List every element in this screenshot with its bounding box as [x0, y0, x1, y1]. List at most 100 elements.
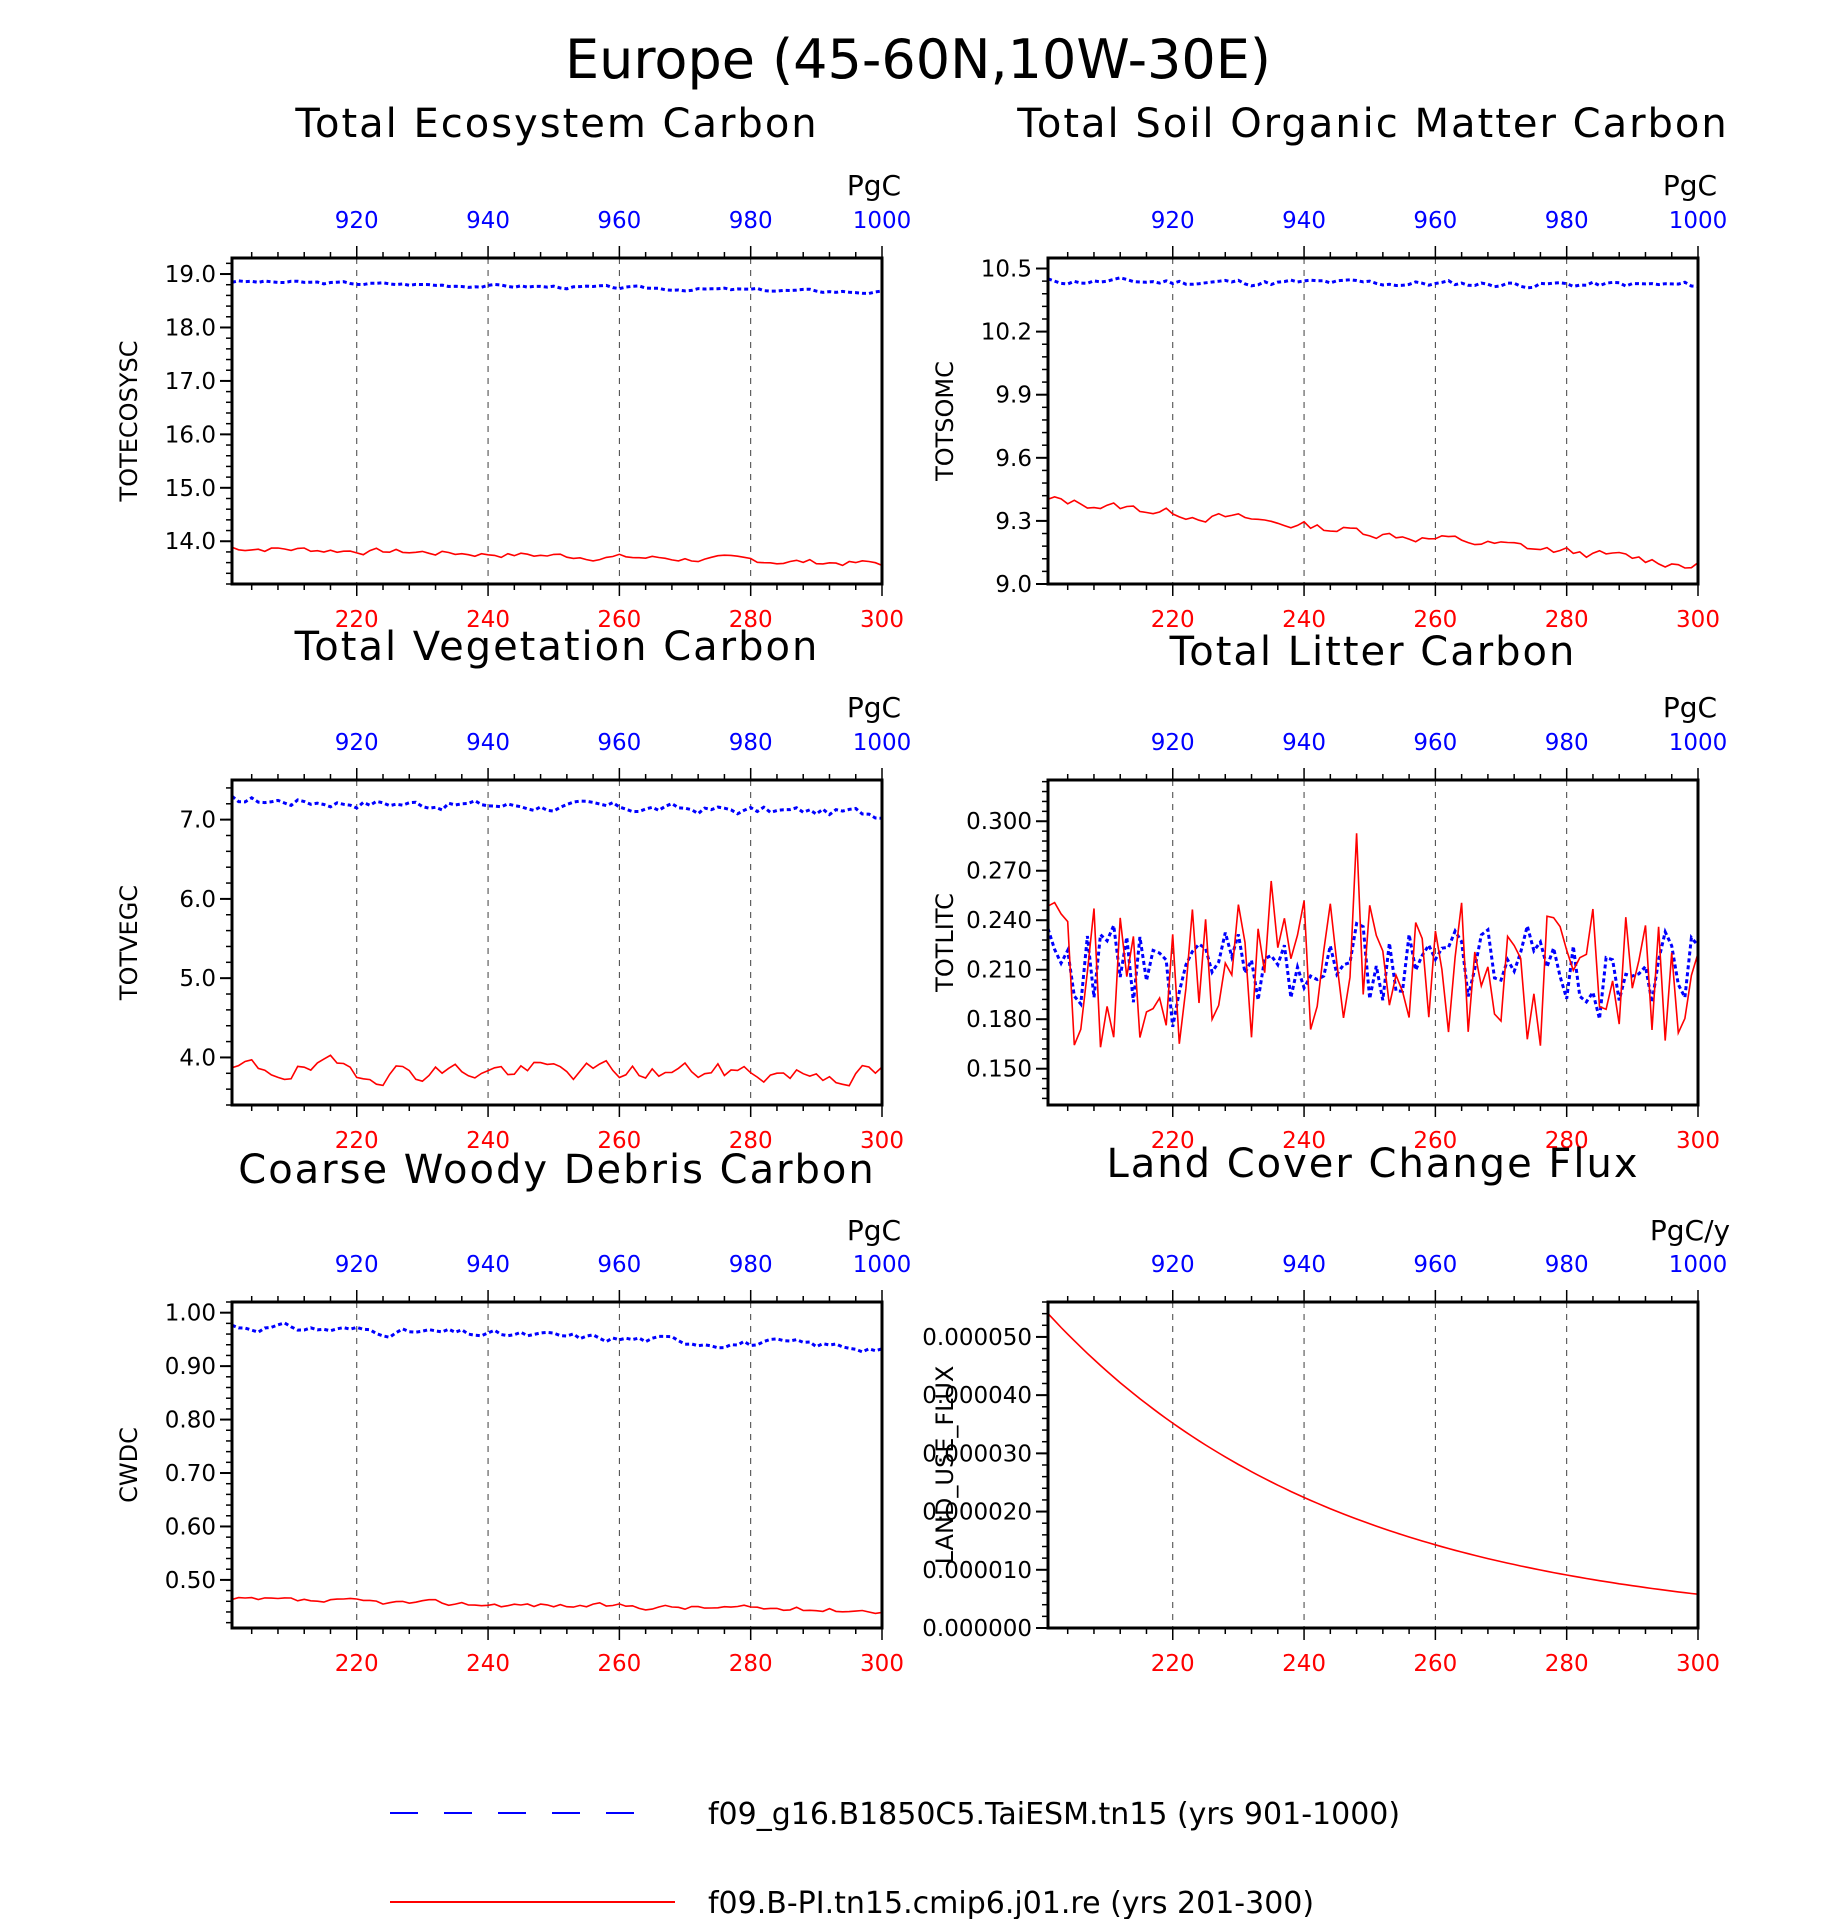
x-top-tick-label: 940 [1282, 208, 1326, 234]
chart-title: Total Soil Organic Matter Carbon [1016, 101, 1729, 147]
x-bottom-tick-label: 240 [466, 1128, 510, 1154]
legend: f09_g16.B1850C5.TaiESM.tn15 (yrs 901-100… [390, 1797, 1400, 1919]
plot-frame [1046, 256, 1700, 586]
x-top-tick-label: 1000 [853, 1252, 912, 1278]
x-bottom-tick-label: 280 [729, 607, 773, 633]
x-bottom-tick-label: 220 [1151, 1651, 1195, 1677]
x-bottom-tick-label: 260 [1413, 1128, 1457, 1154]
y-axis-label: TOTSOMC [931, 361, 959, 482]
x-bottom-tick-label: 260 [1413, 1651, 1457, 1677]
x-top-tick-label: 980 [729, 1252, 773, 1278]
x-top-tick-label: 980 [1545, 1252, 1589, 1278]
x-top-tick-label: 1000 [1669, 208, 1728, 234]
y-tick-label: 0.000010 [922, 1558, 1032, 1584]
y-tick-label: 0.000040 [922, 1383, 1032, 1409]
panels: Total Ecosystem Carbon PgC 19.0 18.0 17.0 16.… [115, 101, 1730, 1677]
plot-frame [230, 778, 884, 1107]
chart-title: Coarse Woody Debris Carbon [238, 1147, 875, 1193]
x-top-tick-label: 980 [729, 730, 773, 756]
x-bottom-tick-label: 300 [860, 607, 904, 633]
x-top-tick-label: 920 [1151, 730, 1195, 756]
y-tick-label: 19.0 [165, 262, 216, 288]
plot-frame [230, 1300, 884, 1630]
x-top-tick-label: 940 [466, 730, 510, 756]
x-bottom-tick-label: 260 [597, 607, 641, 633]
x-top-tick-label: 940 [466, 1252, 510, 1278]
x-top-tick-label: 1000 [1669, 730, 1728, 756]
x-top-tick-label: 980 [1545, 208, 1589, 234]
x-top-tick-label: 1000 [853, 208, 912, 234]
x-bottom-tick-label: 240 [1282, 1128, 1326, 1154]
unit-label: PgC [1663, 691, 1717, 724]
series-line-red [1048, 1313, 1698, 1595]
y-tick-label: 0.270 [966, 859, 1032, 885]
y-tick-label: 4.0 [179, 1045, 216, 1071]
chart-panel-4: Total Litter Carbon PgC 0.300 0.270 0.240 0.2… [931, 629, 1727, 1154]
x-bottom-tick-label: 300 [860, 1651, 904, 1677]
series-line-red [1048, 496, 1698, 569]
chart-panel-1: Total Ecosystem Carbon PgC 19.0 18.0 17.0 16.… [115, 101, 911, 633]
y-tick-label: 9.3 [995, 509, 1032, 535]
y-tick-label: 0.60 [165, 1514, 216, 1540]
y-tick-label: 0.240 [966, 908, 1032, 934]
series-line-red [232, 1596, 882, 1615]
y-tick-label: 18.0 [165, 315, 216, 341]
x-top-tick-label: 960 [597, 208, 641, 234]
x-bottom-tick-label: 260 [597, 1651, 641, 1677]
y-tick-label: 9.6 [995, 446, 1032, 472]
x-top-tick-label: 980 [1545, 730, 1589, 756]
series-line-blue [1048, 276, 1698, 290]
chart-title: Total Ecosystem Carbon [294, 101, 818, 147]
y-tick-label: 0.210 [966, 958, 1032, 984]
y-tick-label: 16.0 [165, 422, 216, 448]
series-line-blue [232, 1321, 882, 1354]
y-tick-label: 10.5 [981, 257, 1032, 283]
series-line-blue [232, 795, 882, 820]
unit-label: PgC/y [1650, 1214, 1730, 1247]
x-bottom-tick-label: 280 [729, 1651, 773, 1677]
x-bottom-tick-label: 280 [1545, 607, 1589, 633]
y-tick-label: 10.2 [981, 320, 1032, 346]
chart-panel-3: Total Vegetation Carbon PgC 7.0 6.0 5.0 4.0 22… [115, 624, 911, 1154]
y-tick-label: 0.180 [966, 1007, 1032, 1033]
figure-title: Europe (45-60N,10W-30E) [565, 28, 1271, 91]
plot-frame [1046, 1300, 1700, 1630]
chart-panel-5: Coarse Woody Debris Carbon PgC 1.00 0.90 0.8… [115, 1147, 911, 1677]
y-axis-label: CWDC [115, 1427, 143, 1503]
x-bottom-tick-label: 300 [1676, 1651, 1720, 1677]
x-top-tick-label: 1000 [1669, 1252, 1728, 1278]
y-tick-label: 0.50 [165, 1568, 216, 1594]
x-bottom-tick-label: 240 [466, 1651, 510, 1677]
x-top-tick-label: 980 [729, 208, 773, 234]
x-top-tick-label: 1000 [853, 730, 912, 756]
x-bottom-tick-label: 300 [860, 1128, 904, 1154]
y-tick-label: 14.0 [165, 529, 216, 555]
y-axis-label: TOTLITC [931, 893, 959, 993]
series-line-red [232, 546, 882, 567]
x-top-tick-label: 960 [597, 1252, 641, 1278]
y-tick-label: 0.000030 [922, 1441, 1032, 1467]
plot-frame [1046, 778, 1700, 1107]
y-tick-label: 5.0 [179, 966, 216, 992]
y-tick-label: 0.150 [966, 1057, 1032, 1083]
x-top-tick-label: 960 [1413, 1252, 1457, 1278]
y-tick-label: 0.000000 [922, 1616, 1032, 1642]
x-bottom-tick-label: 260 [597, 1128, 641, 1154]
chart-title: Total Litter Carbon [1169, 629, 1577, 675]
unit-label: PgC [847, 1214, 901, 1247]
x-top-tick-label: 920 [335, 208, 379, 234]
unit-label: PgC [847, 691, 901, 724]
y-tick-label: 0.80 [165, 1408, 216, 1434]
x-bottom-tick-label: 240 [1282, 1651, 1326, 1677]
chart-panel-2: Total Soil Organic Matter Carbon PgC 10.5 1… [931, 101, 1729, 633]
x-top-tick-label: 920 [1151, 1252, 1195, 1278]
x-bottom-tick-label: 220 [335, 607, 379, 633]
y-tick-label: 6.0 [179, 887, 216, 913]
x-bottom-tick-label: 300 [1676, 607, 1720, 633]
plot-frame [230, 256, 884, 586]
x-bottom-tick-label: 220 [335, 1651, 379, 1677]
x-top-tick-label: 960 [597, 730, 641, 756]
x-bottom-tick-label: 280 [1545, 1128, 1589, 1154]
x-top-tick-label: 920 [1151, 208, 1195, 234]
y-tick-label: 15.0 [165, 476, 216, 502]
